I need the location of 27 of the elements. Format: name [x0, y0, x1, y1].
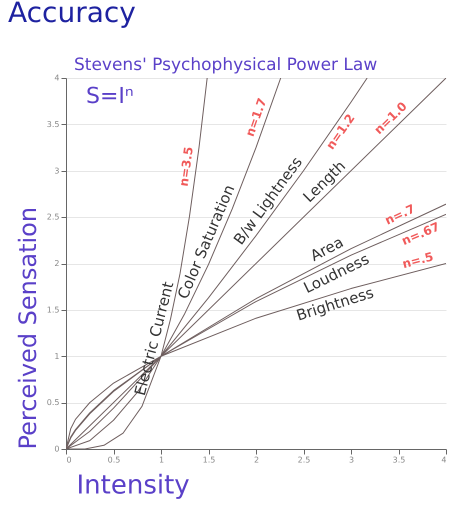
y-tick-label: 0: [54, 444, 60, 454]
annotation: n=1.7: [242, 96, 270, 138]
x-tick-label: 0.5: [108, 456, 120, 464]
chart-title: Accuracy: [8, 0, 136, 29]
y-axis-title: Perceived Sensation: [14, 206, 42, 450]
annotation: n=.5: [400, 250, 435, 272]
y-tick-label: 2: [54, 259, 60, 268]
y-tick-label: 3: [54, 166, 60, 176]
x-tick-label: 0: [66, 456, 72, 464]
x-tick-label: 2.5: [298, 456, 310, 464]
chart-subtitle: Stevens' Psychophysical Power Law: [74, 55, 378, 75]
x-tick-label: 4: [441, 456, 446, 464]
y-tick-label: 1: [54, 352, 60, 361]
x-axis-title: Intensity: [76, 470, 190, 500]
y-tick-label: 0.5: [46, 398, 60, 408]
x-tick-label: 1.5: [202, 456, 216, 464]
y-tick-label: 1.5: [46, 305, 60, 314]
x-tick-label: 3: [348, 456, 354, 464]
y-tick-label: 3.5: [46, 120, 60, 129]
x-tick-label: 3.5: [392, 456, 406, 464]
x-tick-label: 1: [158, 456, 164, 464]
annotation: S=Iⁿ: [86, 84, 134, 109]
x-tick-label: 2: [254, 456, 260, 464]
y-tick-label: 4: [54, 74, 60, 82]
annotation: n=3.5: [176, 146, 196, 188]
y-tick-label: 2.5: [46, 212, 60, 222]
text: Electric Current: [130, 280, 178, 398]
